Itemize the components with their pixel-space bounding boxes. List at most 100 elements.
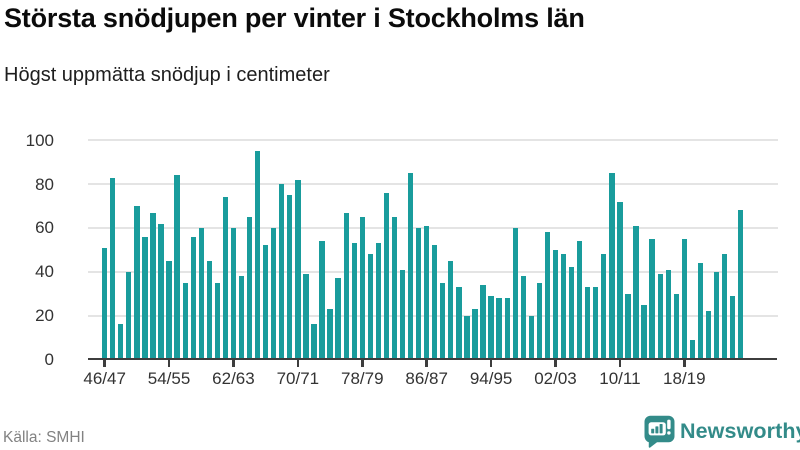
x-axis-tick-label: 10/11 (599, 369, 641, 388)
bar (738, 210, 744, 360)
bar (254, 151, 261, 360)
bar (142, 236, 148, 360)
bar (721, 254, 728, 360)
bar (448, 260, 454, 360)
bar (415, 227, 422, 360)
bar (311, 324, 317, 360)
newsworthy-logo-icon (644, 415, 675, 448)
bar (512, 227, 518, 360)
newsworthy-logo-text: Newsworthy (680, 419, 800, 443)
bar (198, 227, 204, 360)
x-axis-tick-label: 70/71 (276, 369, 320, 388)
bar (303, 273, 309, 360)
x-axis-tick (296, 360, 300, 367)
x-axis-tick-label: 54/55 (147, 369, 191, 388)
bar (601, 254, 607, 360)
logo-mini-bar-3 (659, 424, 663, 434)
bar (230, 227, 237, 360)
bar (464, 315, 470, 360)
bar (182, 282, 188, 360)
bar (480, 284, 486, 360)
chart-subtitle: Högst uppmätta snödjup i centimeter (4, 64, 330, 86)
bar (496, 297, 502, 360)
bar (118, 324, 124, 360)
bar (560, 254, 567, 360)
y-axis-tick-label: 20 (35, 306, 54, 325)
bar (681, 238, 687, 360)
bar (222, 197, 229, 360)
bar (713, 271, 720, 360)
x-axis-tick (103, 360, 106, 367)
bar (528, 315, 534, 360)
gridline (88, 226, 778, 229)
x-axis-tick-label: 62/63 (212, 369, 255, 388)
bar (536, 282, 543, 360)
bar (705, 311, 712, 360)
bar (238, 276, 245, 360)
bar (577, 241, 583, 360)
bar (263, 245, 269, 360)
bar (697, 262, 704, 360)
bar (673, 293, 679, 360)
bar (472, 308, 478, 360)
bar (440, 282, 446, 360)
bar (665, 269, 671, 360)
bar (625, 293, 631, 360)
bar (552, 249, 559, 360)
x-axis-tick-label: 18/19 (663, 369, 706, 388)
logo-exclamation-dot (667, 431, 671, 435)
bar (585, 287, 591, 360)
chart-title: Största snödjupen per vinter i Stockholm… (4, 3, 585, 33)
x-axis-tick-label: 46/47 (83, 369, 126, 388)
bar (617, 201, 623, 360)
y-axis-tick-label: 80 (35, 174, 54, 194)
bar (343, 212, 349, 360)
bar (641, 304, 647, 360)
bar (657, 273, 663, 360)
bar (150, 212, 156, 360)
bar (399, 269, 406, 360)
bar (126, 271, 132, 360)
bar (456, 287, 462, 360)
bar (271, 227, 277, 360)
bar (432, 245, 438, 360)
bar (102, 247, 108, 360)
y-axis-tick-label: 60 (35, 218, 54, 238)
gridline (88, 139, 778, 142)
bar (424, 225, 430, 360)
bar (609, 173, 615, 360)
bar (520, 276, 526, 360)
y-axis-tick-label: 100 (25, 130, 54, 150)
bar (359, 216, 365, 360)
bar (287, 195, 293, 360)
bar (214, 282, 220, 360)
bar (375, 243, 382, 360)
x-axis-line (88, 357, 777, 361)
logo-mini-bar-1 (651, 428, 655, 434)
bar (367, 254, 373, 360)
bar (649, 238, 655, 360)
bar (246, 216, 253, 360)
bar (327, 308, 333, 360)
bar (158, 223, 164, 360)
bar (729, 295, 736, 360)
x-axis-tick (489, 360, 493, 367)
bar (504, 297, 510, 360)
x-axis-tick (232, 360, 235, 367)
bar (689, 339, 696, 360)
x-axis-tick-label: 02/03 (534, 369, 577, 388)
y-axis-tick-label: 0 (44, 349, 54, 369)
gridline (88, 183, 778, 186)
bar (407, 173, 414, 360)
logo-mini-bar-2 (655, 426, 659, 434)
bar (488, 295, 494, 360)
bar (279, 184, 285, 360)
newsworthy-logo: Newsworthy (644, 415, 800, 448)
bar (335, 278, 341, 360)
bar (190, 236, 196, 360)
x-axis-tick-label: 78/79 (341, 369, 384, 388)
bar (166, 260, 172, 360)
x-axis-tick (554, 360, 557, 367)
bar (206, 260, 212, 360)
